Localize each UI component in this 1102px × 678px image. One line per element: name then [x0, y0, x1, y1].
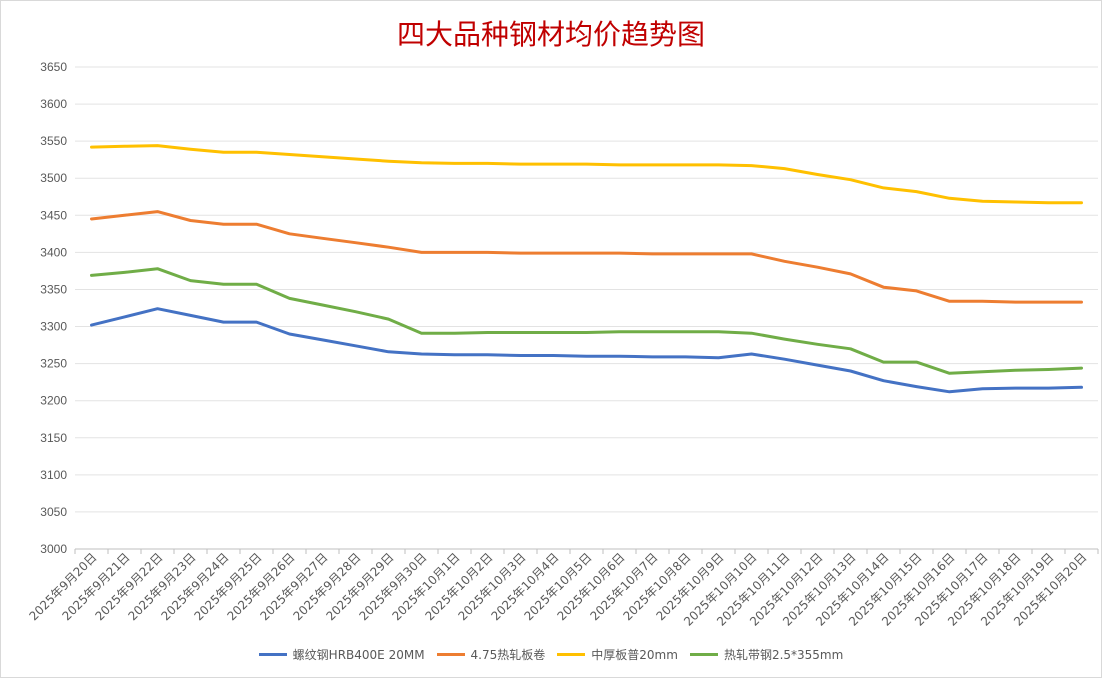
legend-item: 螺纹钢HRB400E 20MM [258, 646, 425, 663]
legend: 螺纹钢HRB400E 20MM 4.75热轧板卷 中厚板普20mm 热轧带钢2.5*3… [1, 646, 1101, 663]
series-lines [90, 144, 1083, 394]
y-tick-label: 3350 [40, 282, 67, 296]
y-tick-label: 3250 [40, 357, 67, 371]
y-tick-label: 3550 [40, 134, 67, 148]
y-tick-label: 3600 [40, 97, 67, 111]
y-tick-label: 3050 [40, 505, 67, 519]
y-tick-label: 3400 [40, 245, 67, 259]
legend-label: 4.75热轧板卷 [470, 648, 546, 662]
legend-swatch [557, 653, 586, 656]
legend-swatch [258, 653, 287, 656]
series-line-4 [90, 267, 1083, 375]
y-tick-label: 3000 [40, 542, 67, 556]
legend-item: 4.75热轧板卷 [436, 646, 546, 663]
legend-item: 中厚板普20mm [557, 646, 678, 663]
y-tick-label: 3300 [40, 320, 67, 334]
series-line-3 [90, 144, 1083, 205]
legend-label: 中厚板普20mm [591, 648, 678, 662]
y-tick-label: 3150 [40, 431, 67, 445]
y-tick-label: 3450 [40, 208, 67, 222]
series-line-2 [90, 210, 1083, 304]
legend-label: 螺纹钢HRB400E 20MM [292, 648, 425, 662]
y-tick-label: 3200 [40, 394, 67, 408]
legend-label: 热轧带钢2.5*355mm [723, 648, 844, 662]
gridlines [75, 66, 1098, 550]
y-tick-label: 3100 [40, 468, 67, 482]
line-chart: 3000 3050 3100 3150 3200 3250 3300 3350 3400 3450… [26, 60, 1099, 629]
chart-title: 四大品种钢材均价趋势图 [396, 18, 705, 51]
series-line-1 [90, 307, 1083, 394]
axes: 3000 3050 3100 3150 3200 3250 3300 3350 3400 3450… [26, 60, 1099, 629]
legend-item: 热轧带钢2.5*355mm [689, 646, 844, 663]
y-tick-label: 3500 [40, 171, 67, 185]
legend-swatch [689, 653, 718, 656]
legend-swatch [436, 653, 465, 656]
y-tick-label: 3650 [40, 60, 67, 74]
